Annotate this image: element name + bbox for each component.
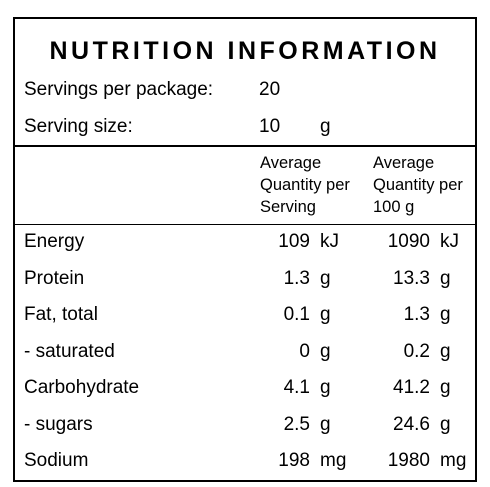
nutrient-name: Fat, total xyxy=(24,304,98,325)
nutrient-name: Sodium xyxy=(24,450,89,471)
nutrient-name: Carbohydrate xyxy=(24,377,140,398)
per-100g-unit: g xyxy=(440,414,451,435)
nutrition-panel: NUTRITION INFORMATION Servings per packa… xyxy=(13,17,477,482)
column-header-line: Quantity per xyxy=(260,176,350,194)
per-serving-unit: g xyxy=(320,268,331,289)
per-serving-unit: g xyxy=(320,304,331,325)
per-100g-unit: g xyxy=(440,304,451,325)
per-100g-value: 1980 xyxy=(387,450,430,471)
per-100g-unit: g xyxy=(440,377,451,398)
per-serving-unit: mg xyxy=(320,450,347,471)
nutrient-name: Energy xyxy=(24,231,85,252)
per-100g-value: 41.2 xyxy=(393,377,430,398)
per-100g-value: 24.6 xyxy=(393,414,430,435)
per-serving-value: 0 xyxy=(299,341,310,362)
column-header-line: Serving xyxy=(260,198,316,216)
serving-size-value: 10 xyxy=(259,116,281,137)
servings-label: Servings per package: xyxy=(24,79,214,100)
per-100g-unit: kJ xyxy=(440,231,459,252)
column-header-line: 100 g xyxy=(373,198,415,216)
per-serving-value: 198 xyxy=(278,450,310,471)
column-header-line: Quantity per xyxy=(373,176,463,194)
per-100g-unit: g xyxy=(440,341,451,362)
per-serving-value: 1.3 xyxy=(283,268,310,289)
nutrient-name: - sugars xyxy=(24,414,93,435)
per-serving-unit: g xyxy=(320,341,331,362)
header-divider xyxy=(15,145,475,147)
per-serving-value: 2.5 xyxy=(283,414,310,435)
column-header-line: Average xyxy=(260,154,322,172)
per-serving-value: 109 xyxy=(278,231,310,252)
per-100g-value: 1090 xyxy=(387,231,430,252)
per-100g-unit: g xyxy=(440,268,451,289)
per-serving-unit: g xyxy=(320,414,331,435)
per-100g-unit: mg xyxy=(440,450,467,471)
nutrient-name: - saturated xyxy=(24,341,115,362)
per-serving-value: 4.1 xyxy=(283,377,310,398)
column-header-line: Average xyxy=(373,154,435,172)
per-serving-unit: g xyxy=(320,377,331,398)
per-serving-value: 0.1 xyxy=(283,304,310,325)
per-serving-unit: kJ xyxy=(320,231,339,252)
panel-title: NUTRITION INFORMATION xyxy=(49,37,441,65)
per-100g-value: 0.2 xyxy=(403,341,430,362)
per-100g-value: 13.3 xyxy=(393,268,430,289)
per-100g-value: 1.3 xyxy=(403,304,430,325)
serving-size-label: Serving size: xyxy=(24,116,133,137)
serving-size-unit: g xyxy=(320,116,331,137)
nutrient-name: Protein xyxy=(24,268,85,289)
table-divider xyxy=(15,224,475,225)
servings-value: 20 xyxy=(259,79,281,100)
